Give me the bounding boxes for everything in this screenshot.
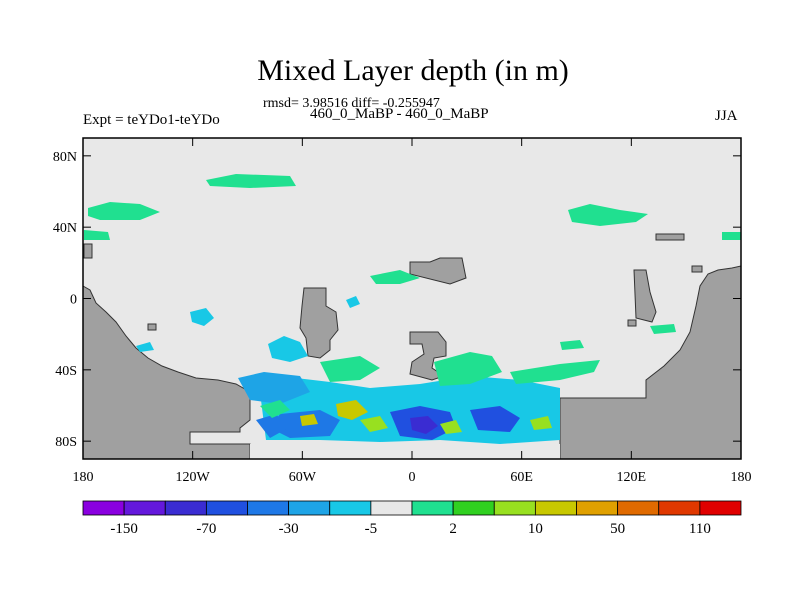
colorbar-swatch <box>288 500 331 516</box>
y-tick-label: 80S <box>55 435 77 450</box>
season-label: JJA <box>715 108 738 124</box>
blue-patch-4 <box>190 308 214 326</box>
antarctic-ice-strip <box>250 444 560 459</box>
colorbar-swatch <box>534 500 577 516</box>
colorbar-label: -150 <box>110 521 138 537</box>
x-tick-label: 120E <box>617 470 647 485</box>
colorbar-label: 50 <box>610 521 625 537</box>
colorbar-swatch <box>576 500 619 516</box>
y-axis-ticks: 80N 40N 0 40S 80S <box>53 150 741 450</box>
colorbar-swatch <box>699 500 742 516</box>
blue-patch-11 <box>346 296 360 308</box>
colorbar-label: 110 <box>689 521 711 537</box>
green-patch-3 <box>568 204 648 226</box>
green-patch-5 <box>722 232 741 240</box>
lime-patch-1 <box>360 416 388 432</box>
x-tick-label: 180 <box>73 470 94 485</box>
green-patch-7 <box>510 360 600 384</box>
y-tick-label: 40S <box>55 364 77 379</box>
anomaly-patches <box>84 174 741 444</box>
green-patch-4 <box>84 230 110 240</box>
x-tick-label: 180 <box>731 470 752 485</box>
negative-anomalies <box>136 296 560 444</box>
green-patch-9 <box>260 400 290 418</box>
experiment-label: Expt = teYDo1-teYDo <box>83 112 220 128</box>
lime-patch-2 <box>440 420 462 434</box>
colorbar-label: -70 <box>196 521 216 537</box>
colorbar-swatch <box>411 500 454 516</box>
blue-patch-9 <box>470 406 520 432</box>
colorbar-swatch <box>329 500 372 516</box>
blue-patch-3 <box>268 336 308 362</box>
blue-patch-5 <box>136 342 154 352</box>
colorbar-swatch <box>123 500 166 516</box>
land-south-america <box>82 285 251 460</box>
yellow-patch-1 <box>336 400 368 420</box>
colorbar-swatch <box>164 500 207 516</box>
colorbar-swatch <box>493 500 536 516</box>
x-tick-label: 60E <box>510 470 533 485</box>
colorbar-label: 2 <box>449 521 457 537</box>
land-masses <box>82 233 742 460</box>
green-patch-1 <box>206 174 296 188</box>
blue-patch-8 <box>410 416 438 434</box>
colorbar-swatch <box>370 500 413 516</box>
blue-patch-2 <box>238 372 310 404</box>
land-block-f <box>691 265 703 273</box>
colorbar-label: -5 <box>365 521 378 537</box>
land-block-a <box>299 287 339 359</box>
green-patch-10 <box>370 270 420 284</box>
lime-patch-3 <box>530 416 552 430</box>
blue-patch-10 <box>256 414 288 438</box>
colorbar-label: -30 <box>279 521 299 537</box>
y-tick-label: 80N <box>53 150 77 165</box>
stats-label: rmsd= 3.98516 diff= -0.255947 <box>263 96 440 111</box>
y-tick-label: 40N <box>53 221 77 236</box>
x-axis-ticks: 180 120W 60W 0 60E 120E 180 <box>73 138 752 485</box>
yellow-patch-2 <box>300 414 318 426</box>
colorbar-swatch <box>247 500 290 516</box>
colorbar-swatch <box>82 500 125 516</box>
case-label: 460_0_MaBP - 460_0_MaBP <box>310 106 489 122</box>
colorbar-swatch <box>617 500 660 516</box>
chart-title: Mixed Layer depth (in m) <box>257 54 569 87</box>
land-block-i <box>627 319 637 327</box>
land-block-h <box>83 243 93 259</box>
colorbar-swatch <box>452 500 495 516</box>
green-patch-11 <box>650 324 676 334</box>
green-patch-8 <box>320 356 380 382</box>
colorbar: -150 -70 -30 -5 2 10 50 110 <box>82 500 742 537</box>
land-block-c <box>409 257 467 285</box>
green-patch-2 <box>88 202 160 220</box>
colorbar-swatch <box>658 500 701 516</box>
x-tick-label: 0 <box>409 470 416 485</box>
x-tick-label: 60W <box>289 470 317 485</box>
land-block-d <box>633 269 657 323</box>
y-tick-label: 0 <box>70 293 77 308</box>
land-block-g <box>147 323 157 331</box>
green-patch-6 <box>434 352 502 386</box>
x-tick-label: 120W <box>176 470 211 485</box>
colorbar-swatch <box>205 500 248 516</box>
green-patch-12 <box>560 340 584 350</box>
land-block-e <box>655 233 685 241</box>
colorbar-label: 10 <box>528 521 543 537</box>
positive-anomalies <box>84 174 741 434</box>
ice-strip <box>250 444 560 459</box>
